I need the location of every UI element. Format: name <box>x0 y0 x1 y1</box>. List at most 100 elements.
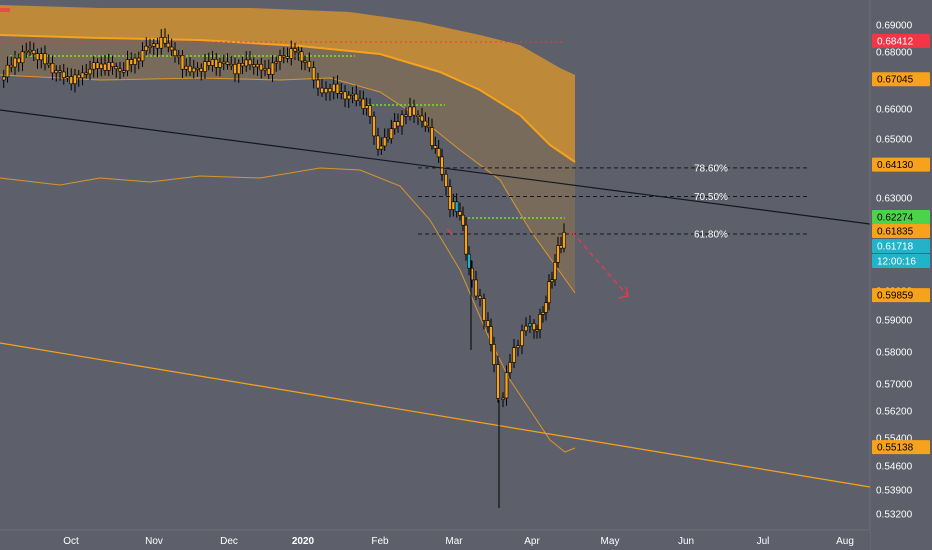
candle <box>285 47 290 63</box>
candle-body <box>61 71 66 78</box>
candle <box>372 111 376 145</box>
candle <box>278 49 282 71</box>
upper-band-fill <box>0 5 575 162</box>
candle <box>191 59 196 79</box>
candle-body <box>5 64 10 78</box>
candle-body <box>448 186 452 210</box>
candle-body <box>547 281 551 303</box>
price-axis[interactable]: 0.690000.680000.660000.650000.630000.600… <box>869 0 932 550</box>
candle <box>311 61 316 89</box>
candle-body <box>528 323 532 327</box>
candle-body <box>550 279 554 282</box>
candle-body <box>95 62 100 69</box>
candle-body <box>532 323 536 331</box>
candle-body <box>229 64 234 67</box>
candle-body <box>118 68 122 72</box>
candle-body <box>110 62 115 68</box>
candle <box>496 355 500 403</box>
candle <box>144 37 149 56</box>
time-axis[interactable]: Oct Nov Dec 2020 Feb Mar Apr May Jun Jul Aug <box>0 529 870 550</box>
candle-body <box>538 314 542 330</box>
candle-body <box>320 87 324 94</box>
candle <box>532 319 536 339</box>
candle-body <box>133 57 137 65</box>
candle-body <box>541 312 545 315</box>
candle <box>176 49 181 65</box>
candle-body <box>382 137 387 147</box>
candle-body <box>166 42 171 48</box>
candle <box>492 336 496 373</box>
candle <box>454 193 459 218</box>
candle <box>54 65 59 82</box>
candle <box>516 339 520 357</box>
candle-body <box>218 61 222 68</box>
candle <box>118 61 122 80</box>
candle-body <box>544 302 548 313</box>
candle-body <box>346 94 351 100</box>
candle-body <box>400 114 404 127</box>
candle-body <box>125 59 130 72</box>
projection-arrow <box>446 228 629 299</box>
price-tick-label: 0.69000 <box>876 21 913 32</box>
candle <box>489 318 493 352</box>
price-badge-label: 0.68412 <box>877 36 914 47</box>
price-badge: 0.64130 <box>872 157 930 172</box>
candle-body <box>492 344 496 365</box>
candle <box>46 54 51 69</box>
candle-body <box>114 66 119 70</box>
price-badge-bg <box>872 72 930 87</box>
candle <box>28 41 32 57</box>
black-trendline <box>0 109 871 225</box>
candle <box>163 28 167 48</box>
candle <box>225 53 230 70</box>
candle <box>99 56 104 77</box>
time-tick-label: Feb <box>371 536 389 547</box>
price-tick-label: 0.66000 <box>876 105 913 116</box>
candle <box>528 315 532 334</box>
candle <box>210 50 215 72</box>
candle <box>343 85 347 108</box>
time-tick-label: Oct <box>63 536 79 547</box>
candle <box>214 52 219 76</box>
price-tick-label: 0.59000 <box>876 316 913 327</box>
candle-body <box>496 364 500 399</box>
price-tick-label: 0.53900 <box>876 486 913 497</box>
candle <box>35 48 40 69</box>
candle-body <box>103 63 107 71</box>
candle <box>65 67 70 82</box>
candle <box>233 57 237 82</box>
candle-body <box>39 53 44 61</box>
candle-body <box>225 61 230 65</box>
candle <box>151 38 156 56</box>
candle <box>364 97 369 116</box>
candle <box>368 98 372 125</box>
candle <box>274 56 279 72</box>
candle <box>376 127 380 156</box>
candle <box>69 68 74 91</box>
candle <box>320 79 324 97</box>
candle <box>206 52 211 71</box>
candle <box>73 68 77 93</box>
candle <box>281 47 286 64</box>
candle <box>121 62 126 77</box>
candle-body <box>535 329 539 332</box>
candle-body <box>28 49 32 53</box>
candle <box>133 53 137 74</box>
candle <box>544 295 548 321</box>
candle <box>195 62 200 77</box>
candle-body <box>553 262 557 281</box>
candle <box>289 40 294 66</box>
candle-body <box>144 45 149 51</box>
candle-body <box>562 232 566 249</box>
candle <box>251 57 256 75</box>
candle <box>541 306 545 323</box>
candle <box>430 118 434 150</box>
candle <box>9 56 14 73</box>
candle <box>61 63 66 85</box>
candle <box>180 49 185 79</box>
candle <box>95 58 100 78</box>
candle-body <box>464 224 468 255</box>
candle-body <box>281 55 286 58</box>
